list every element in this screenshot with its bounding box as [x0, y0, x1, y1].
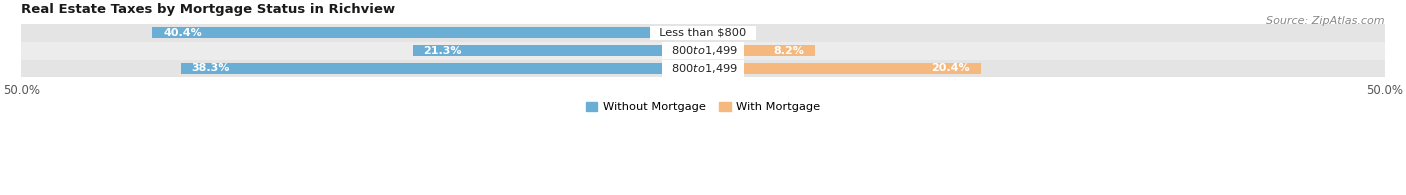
Legend: Without Mortgage, With Mortgage: Without Mortgage, With Mortgage — [581, 97, 825, 117]
Bar — [703, 45, 815, 56]
Text: 8.2%: 8.2% — [773, 46, 804, 56]
Text: Source: ZipAtlas.com: Source: ZipAtlas.com — [1267, 16, 1385, 26]
Text: 0.0%: 0.0% — [724, 28, 752, 38]
Text: $800 to $1,499: $800 to $1,499 — [664, 62, 742, 75]
Bar — [21, 24, 1385, 42]
Text: 38.3%: 38.3% — [191, 63, 231, 74]
Text: 40.4%: 40.4% — [163, 28, 202, 38]
Bar — [703, 63, 981, 74]
Text: 21.3%: 21.3% — [423, 46, 463, 56]
Text: $800 to $1,499: $800 to $1,499 — [664, 44, 742, 57]
Bar — [181, 63, 703, 74]
Bar — [21, 59, 1385, 77]
Text: 20.4%: 20.4% — [932, 63, 970, 74]
Bar — [21, 42, 1385, 59]
Bar — [412, 45, 703, 56]
Text: Less than $800: Less than $800 — [652, 28, 754, 38]
Text: Real Estate Taxes by Mortgage Status in Richview: Real Estate Taxes by Mortgage Status in … — [21, 3, 395, 16]
Bar — [152, 27, 703, 38]
